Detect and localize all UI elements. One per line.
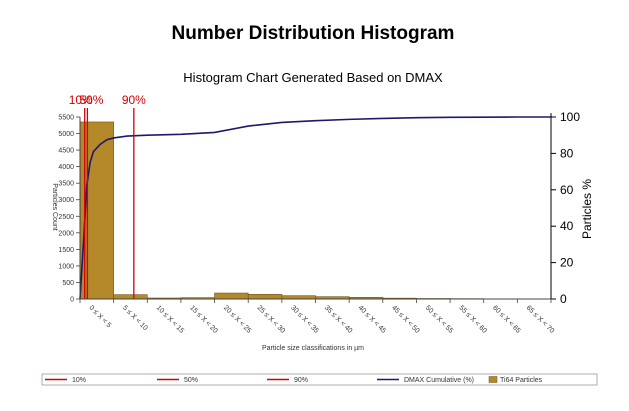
y-tick-label: 5000 <box>58 131 74 138</box>
legend-swatch <box>488 376 498 383</box>
x-tick-label: 15 ≤ X < 20 <box>188 304 218 334</box>
x-tick-label: 35 ≤ X < 40 <box>323 304 353 334</box>
chart-subtitle: Histogram Chart Generated Based on DMAX <box>183 70 443 85</box>
y-tick-label: 0 <box>70 297 74 304</box>
legend-label: 90% <box>294 377 308 384</box>
y2-tick-label: 60 <box>560 183 574 197</box>
x-tick-label: 0 ≤ X < 5 <box>87 304 112 329</box>
y-tick-label: 4000 <box>58 164 74 171</box>
y-tick-label: 2500 <box>58 214 74 221</box>
legend-box <box>41 373 598 386</box>
x-tick-label: 20 ≤ X < 25 <box>222 304 252 334</box>
y2-tick-label: 20 <box>560 256 574 270</box>
y-tick-label: 5500 <box>58 115 74 122</box>
legend-label: 10% <box>72 377 86 384</box>
percentile-marker-label: 50% <box>79 93 103 107</box>
histogram-bar <box>214 292 249 300</box>
bars-group <box>79 121 552 300</box>
axes-group: 0500100015002000250030003500400045005000… <box>58 110 580 335</box>
y2-tick-label: 100 <box>560 110 580 124</box>
legend: 10% 50% 90% DMAX Cumulative (%) Ti64 Particl… <box>41 373 598 386</box>
y2-tick-label: 80 <box>560 146 574 160</box>
histogram-bar <box>113 294 148 300</box>
cumulative-line <box>79 116 551 300</box>
y-tick-label: 1000 <box>58 263 74 270</box>
cumulative-line-group <box>79 116 551 300</box>
x-tick-label: 65 ≤ X < 70 <box>525 304 555 334</box>
x-tick-label: 60 ≤ X < 65 <box>491 304 521 334</box>
legend-label: Ti64 Particles <box>500 377 543 384</box>
y-tick-label: 500 <box>62 280 74 287</box>
chart-title: Number Distribution Histogram <box>172 23 455 44</box>
y-tick-label: 3500 <box>58 181 74 188</box>
x-axis-label: Particle size classifications in µm <box>262 345 364 352</box>
y2-axis-label: Particles % <box>580 179 594 239</box>
x-tick-label: 55 ≤ X < 60 <box>457 304 487 334</box>
x-tick-label: 45 ≤ X < 50 <box>390 304 420 334</box>
y-tick-label: 4500 <box>58 148 74 155</box>
y-tick-label: 1500 <box>58 247 74 254</box>
x-tick-label: 40 ≤ X < 45 <box>357 304 387 334</box>
x-tick-label: 30 ≤ X < 35 <box>289 304 319 334</box>
legend-label: 50% <box>184 377 198 384</box>
y-tick-label: 3000 <box>58 197 74 204</box>
percentile-marker-label: 90% <box>122 93 146 107</box>
x-tick-label: 10 ≤ X < 15 <box>155 304 185 334</box>
percentile-marker-label: 10% <box>69 93 93 107</box>
x-tick-label: 5 ≤ X < 10 <box>121 304 149 332</box>
percentile-markers: 10%50% 90% <box>69 93 146 299</box>
y2-tick-label: 40 <box>560 219 574 233</box>
y2-tick-label: 0 <box>560 292 567 306</box>
x-tick-label: 50 ≤ X < 55 <box>424 304 454 334</box>
histogram-bar <box>247 294 283 300</box>
legend-label: DMAX Cumulative (%) <box>404 377 474 384</box>
y-tick-label: 2000 <box>58 230 74 237</box>
y-axis-label: Particles Count <box>51 183 58 231</box>
x-tick-label: 25 ≤ X < 30 <box>256 304 286 334</box>
